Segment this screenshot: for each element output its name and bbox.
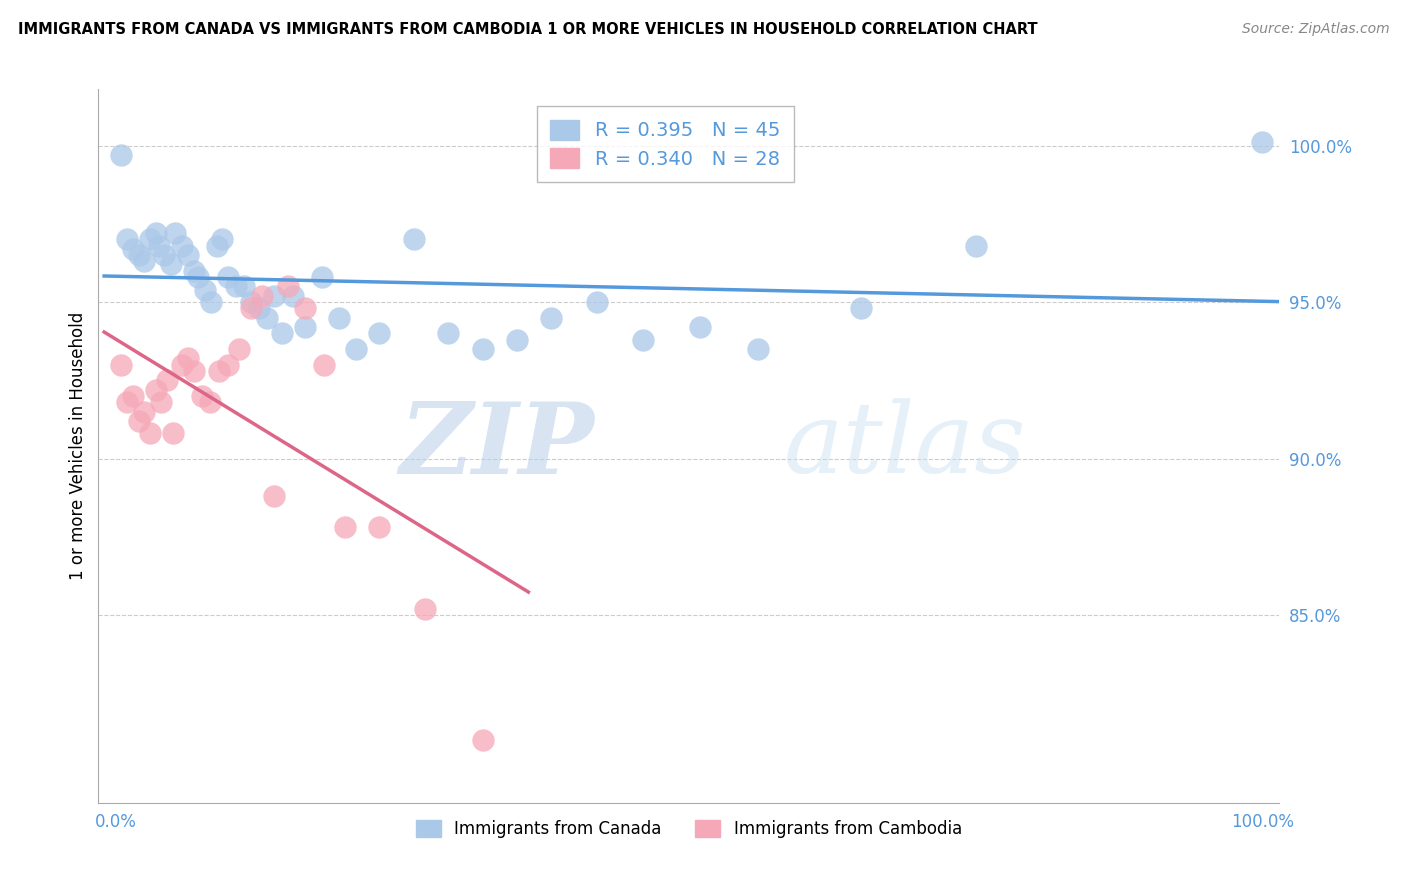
Point [177, 248, 200, 262]
Point [283, 289, 305, 303]
Point [228, 342, 250, 356]
Point [190, 389, 212, 403]
Point [1251, 136, 1274, 150]
Point [115, 232, 138, 246]
Point [311, 270, 333, 285]
Point [328, 310, 350, 325]
Point [239, 295, 262, 310]
Point [139, 426, 162, 441]
Point [252, 289, 274, 303]
Point [294, 320, 316, 334]
Point [208, 364, 231, 378]
Point [177, 351, 200, 366]
Point [217, 358, 239, 372]
Point [437, 326, 460, 341]
Point [471, 342, 494, 356]
Point [150, 395, 173, 409]
Point [217, 270, 239, 285]
Point [540, 310, 562, 325]
Legend: Immigrants from Canada, Immigrants from Cambodia: Immigrants from Canada, Immigrants from … [409, 813, 969, 845]
Point [145, 226, 167, 240]
Point [747, 342, 769, 356]
Point [165, 226, 187, 240]
Point [211, 232, 233, 246]
Point [368, 326, 391, 341]
Point [263, 489, 285, 503]
Point [134, 404, 156, 418]
Point [631, 333, 654, 347]
Point [413, 601, 436, 615]
Point [156, 373, 179, 387]
Point [314, 358, 336, 372]
Point [145, 383, 167, 397]
Point [183, 264, 205, 278]
Point [162, 426, 184, 441]
Point [506, 333, 529, 347]
Point [110, 358, 132, 372]
Point [187, 270, 209, 285]
Point [115, 395, 138, 409]
Point [225, 279, 247, 293]
Text: Source: ZipAtlas.com: Source: ZipAtlas.com [1241, 22, 1389, 37]
Point [586, 295, 609, 310]
Text: ZIP: ZIP [399, 398, 595, 494]
Point [152, 248, 174, 262]
Point [172, 238, 194, 252]
Point [172, 358, 194, 372]
Point [183, 364, 205, 378]
Point [368, 520, 391, 534]
Point [402, 232, 425, 246]
Point [277, 279, 299, 293]
Point [333, 520, 356, 534]
Text: IMMIGRANTS FROM CANADA VS IMMIGRANTS FROM CAMBODIA 1 OR MORE VEHICLES IN HOUSEHO: IMMIGRANTS FROM CANADA VS IMMIGRANTS FRO… [18, 22, 1038, 37]
Point [233, 279, 256, 293]
Point [194, 283, 217, 297]
Point [200, 295, 222, 310]
Point [139, 232, 162, 246]
Point [110, 148, 132, 162]
Point [134, 254, 156, 268]
Point [965, 238, 987, 252]
Point [471, 733, 494, 747]
Point [121, 389, 143, 403]
Point [294, 301, 316, 316]
Point [247, 301, 270, 316]
Point [270, 326, 292, 341]
Point [849, 301, 872, 316]
Point [239, 301, 262, 316]
Point [159, 257, 181, 271]
Point [689, 320, 711, 334]
Point [256, 310, 278, 325]
Point [148, 238, 170, 252]
Y-axis label: 1 or more Vehicles in Household: 1 or more Vehicles in Household [69, 312, 87, 580]
Point [205, 238, 228, 252]
Point [128, 248, 150, 262]
Point [344, 342, 367, 356]
Point [128, 414, 150, 428]
Point [263, 289, 285, 303]
Point [121, 242, 143, 256]
Point [198, 395, 221, 409]
Text: atlas: atlas [783, 399, 1026, 493]
